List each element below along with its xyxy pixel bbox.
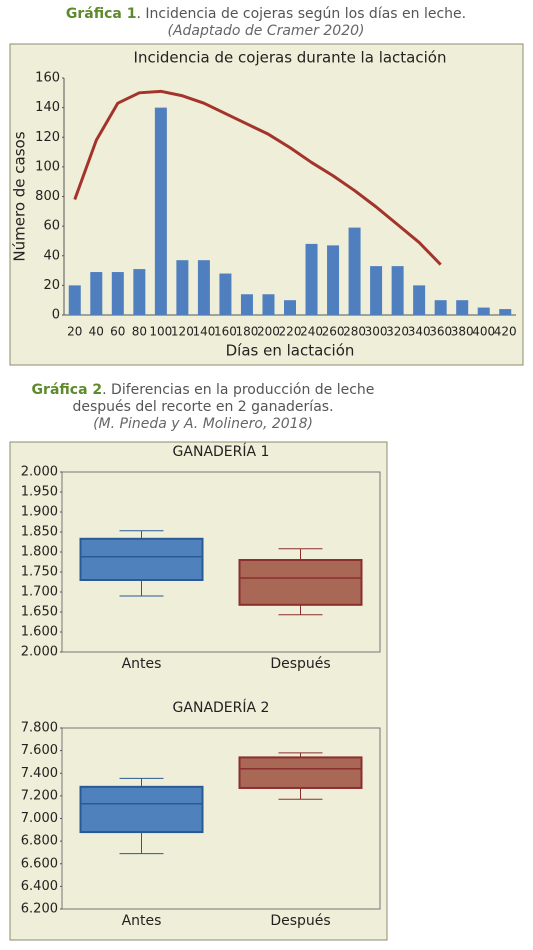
x-tick-label: 160 [214,325,237,339]
chart-title: GANADERÍA 2 [173,699,270,716]
caption-source: (M. Pineda y A. Molinero, 2018) [93,416,313,432]
y-tick-label: 6.400 [21,879,58,894]
y-tick-label: 1.900 [21,505,58,520]
x-tick-label: 260 [322,325,345,339]
y-tick-label: 1.600 [21,625,58,640]
caption-box: Gráfica 2. Diferencias en la producción … [8,382,398,433]
y-axis-label: Número de casos [11,131,29,261]
x-tick-label: 100 [149,325,172,339]
caption: Gráfica 1. Incidencia de cojeras según l… [66,6,466,22]
x-tick-label: Después [270,913,330,929]
y-tick-label: 7.400 [21,766,58,781]
bar [413,285,426,315]
y-tick-label: 160 [35,71,60,86]
x-tick-label: 220 [279,325,302,339]
x-tick-label: 340 [408,325,431,339]
bar [154,107,167,315]
x-tick-label: 380 [451,325,474,339]
bar [477,307,490,315]
caption-text: . Incidencia de cojeras según los días e… [136,6,466,22]
y-tick-label: 7.200 [21,788,58,803]
bar [370,266,383,315]
x-tick-label: 240 [300,325,323,339]
x-tick-label: Antes [122,656,162,672]
x-axis-label: Días en lactación [226,342,355,360]
bar [240,294,253,315]
bar [133,269,146,315]
bar [284,300,296,315]
y-tick-label: 7.000 [21,811,58,826]
y-tick-label: 140 [35,100,60,115]
line [73,89,442,266]
y-tick-label: 20 [43,278,60,293]
bar [434,300,447,315]
bar [499,309,512,315]
bar [111,272,124,315]
y-tick-label: 1.750 [21,565,58,580]
chart-frame [9,43,524,366]
caption-label: Gráfica 2 [31,382,103,398]
caption-text: . Diferencias en la producción de leche … [72,382,375,415]
x-tick-label: 180 [235,325,258,339]
x-tick-label: 300 [365,325,388,339]
bar [262,294,275,315]
x-tick-label: 280 [343,325,366,339]
y-tick-label: 100 [35,159,60,174]
y-tick-label: 0 [52,308,60,323]
y-tick-label: 7.600 [21,743,58,758]
y-tick-label: 6.600 [21,856,58,871]
box [238,559,363,606]
x-tick-label: 320 [386,325,409,339]
bar [197,260,210,315]
x-tick-label: 360 [429,325,452,339]
y-tick-label: 2.000 [21,465,58,480]
y-tick-label: 60 [43,219,60,234]
bar [348,227,361,315]
x-tick-label: 20 [67,325,82,339]
caption-label: Gráfica 1 [66,6,137,22]
x-tick-label: 40 [89,325,104,339]
x-tick-label: 420 [494,325,517,339]
chart-title: GANADERÍA 1 [173,443,270,460]
bar [456,300,469,315]
y-tick-label: 1.700 [21,585,58,600]
y-tick-label: 7.800 [21,721,58,736]
x-tick-label: 200 [257,325,280,339]
y-tick-label: 6.800 [21,834,58,849]
y-tick-label: 1.850 [21,525,58,540]
x-tick-label: 400 [472,325,495,339]
bar [391,266,404,315]
bar [219,273,232,315]
caption-source: (Adaptado de Cramer 2020) [168,23,365,39]
y-tick-label: 1.800 [21,545,58,560]
caption: Gráfica 2. Diferencias en la producción … [8,382,398,433]
x-tick-label: 120 [171,325,194,339]
bar [305,243,318,315]
box [238,756,363,789]
bar [68,285,81,315]
x-tick-label: 60 [110,325,125,339]
y-tick-label: 1.650 [21,605,58,620]
y-tick-label: 800 [35,189,60,204]
y-tick-label: 1.950 [21,485,58,500]
x-tick-label: 80 [132,325,147,339]
y-tick-label: 40 [43,248,60,263]
y-tick-label: 6.200 [21,902,58,917]
bar [176,260,189,315]
y-tick-label: 120 [35,130,60,145]
bar [327,245,340,315]
chart-frame [9,441,388,941]
chart-title: Incidencia de cojeras durante la lactaci… [134,49,447,67]
bar [90,272,103,315]
box [79,785,204,834]
box [79,537,204,581]
x-tick-label: Después [270,656,330,672]
plot-area [61,471,381,653]
x-tick-label: 140 [192,325,215,339]
y-tick-label: 2.000 [21,645,58,660]
x-tick-label: Antes [122,913,162,929]
